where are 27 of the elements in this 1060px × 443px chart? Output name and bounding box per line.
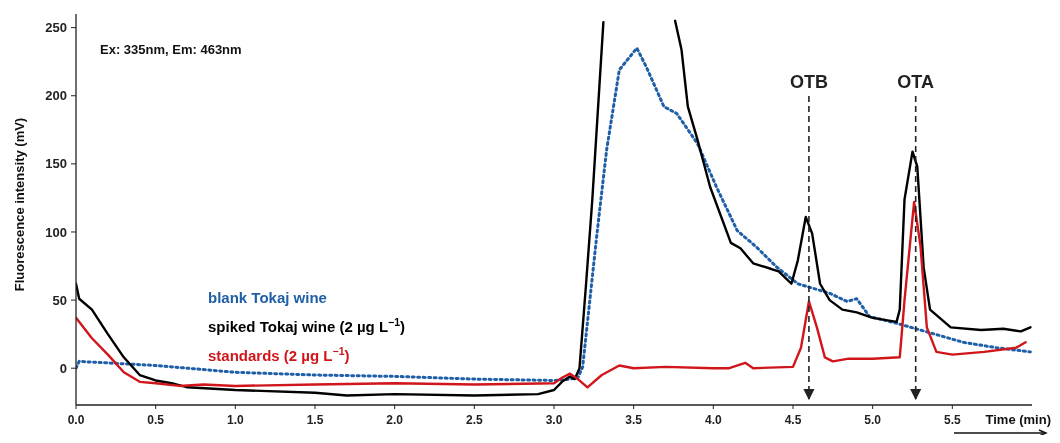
x-tick-label: 5.5 (943, 413, 961, 427)
x-tick-label: 5.0 (864, 413, 882, 427)
series-label: standards (2 µg L$^{−1}$) (208, 345, 350, 364)
x-tick-label: 0.5 (147, 413, 165, 427)
y-tick-label: 150 (45, 156, 67, 172)
x-tick-label: 4.5 (784, 413, 802, 427)
y-tick-label: 0 (59, 360, 67, 376)
ref-line-label: OTB (789, 72, 828, 92)
annotation: Ex: 335nm, Em: 463nm (100, 42, 242, 57)
y-tick-label: 200 (45, 88, 67, 104)
text: spiked Tokaj wine (2 µg L$^{−1}$) (208, 316, 406, 335)
y-axis-title: Fluorescence intensity (mV) (12, 117, 27, 292)
x-tick-label: 2.0 (386, 413, 404, 427)
x-axis-title: Time (min) (985, 412, 1051, 427)
text: blank Tokaj wine (208, 289, 327, 306)
x-tick-label: 0.0 (67, 413, 85, 427)
x-tick-label: 4.0 (704, 413, 722, 427)
x-tick-label: 3.5 (625, 413, 643, 427)
ref-line-label: OTA (897, 72, 935, 92)
y-tick-label: 250 (45, 20, 67, 36)
line-series (76, 200, 1027, 389)
x-tick-label: 1.0 (226, 413, 244, 427)
x-tick-label: 2.5 (465, 413, 483, 427)
y-tick-label: 50 (52, 292, 67, 308)
x-tick-label: 1.5 (306, 413, 324, 427)
x-tick-label: 3.0 (545, 413, 563, 427)
y-tick-label: 100 (45, 224, 67, 240)
